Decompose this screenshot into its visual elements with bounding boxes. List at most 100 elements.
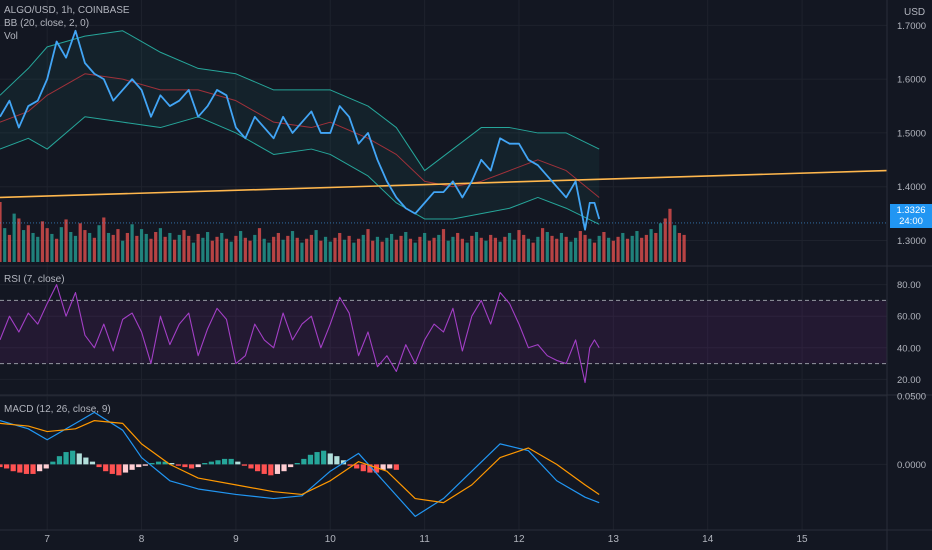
macd-histogram-bar [367, 464, 373, 473]
macd-histogram-bar [23, 464, 30, 474]
volume-bar [36, 236, 40, 262]
volume-bar [168, 232, 172, 262]
volume-bar [668, 208, 672, 262]
volume-bar [607, 237, 611, 262]
volume-bar [555, 238, 559, 262]
volume-bar [220, 232, 224, 262]
volume-bar [437, 234, 441, 262]
volume-bar [446, 240, 450, 262]
macd-histogram-bar [360, 464, 366, 472]
volume-bar [88, 232, 92, 262]
volume-bar [630, 235, 634, 262]
volume-bar [644, 234, 648, 262]
volume-bar [408, 238, 413, 262]
volume-bar [432, 237, 436, 262]
volume-bar [574, 237, 578, 262]
price-pane-lines [0, 29, 888, 231]
volume-bar [305, 238, 309, 262]
volume-bar [649, 229, 653, 262]
volume-bar [163, 236, 167, 262]
macd-indicator-label[interactable]: MACD (12, 26, close, 9) [4, 404, 111, 415]
volume-bar [352, 242, 356, 262]
bb-basis-line [0, 73, 600, 198]
symbol-label[interactable]: ALGO/USD, 1h, COINBASE [4, 5, 130, 16]
x-tick-label: 14 [702, 534, 714, 545]
volume-bar [673, 225, 677, 262]
volume-bar [361, 234, 365, 262]
macd-histogram-bar [142, 464, 148, 466]
volume-bar [526, 238, 531, 262]
macd-histogram-bar [63, 452, 69, 465]
axis-labels: 7 8 9 10 11 12 13 14 15 1.7000 1.6000 1.5000 1.4000 1… [44, 21, 926, 545]
volume-bar [394, 239, 398, 262]
volume-bar [399, 235, 403, 262]
volume-bar [517, 230, 521, 262]
macd-histogram-bar [235, 461, 241, 465]
macd-histogram-bar [248, 464, 254, 469]
volume-bar [243, 237, 247, 262]
volume-bar [97, 225, 101, 262]
volume-bar [215, 236, 219, 262]
volume-bar [300, 242, 304, 262]
volume-bar [92, 237, 96, 262]
volume-bar [323, 236, 328, 262]
signal-line [0, 420, 600, 504]
volume-bar [493, 237, 497, 262]
macd-histogram-bar [56, 456, 63, 465]
macd-histogram-bar [255, 464, 261, 472]
volume-bar [12, 213, 16, 262]
volume-bar [588, 238, 592, 262]
volume-bar [262, 238, 266, 262]
volume-bar [390, 233, 394, 262]
bb-indicator-label[interactable]: BB (20, close, 2, 0) [4, 18, 90, 29]
volume-bar [663, 218, 667, 262]
macd-histogram-bar [294, 463, 300, 465]
volume-bar [201, 237, 205, 262]
x-tick-label: 15 [797, 534, 809, 545]
macd-histogram-bar [129, 464, 135, 470]
x-tick-label: 7 [44, 534, 50, 545]
volume-bar [484, 240, 488, 262]
volume-bar [182, 230, 186, 262]
macd-histogram-bar [30, 464, 36, 474]
x-tick-label: 12 [513, 534, 525, 545]
volume-bar [592, 242, 597, 262]
volume-bar [658, 223, 663, 262]
volume-bar [69, 232, 73, 262]
volume-bar [451, 236, 455, 262]
volume-bar [536, 236, 540, 262]
volume-bar [375, 236, 380, 262]
price-y-tick-label: 1.5000 [897, 128, 926, 139]
volume-bar [177, 234, 181, 262]
volume-bar [0, 202, 2, 262]
macd-histogram-bar [43, 464, 49, 469]
volume-bar [602, 232, 606, 262]
volume-bar [640, 237, 644, 262]
volume-bar [479, 237, 483, 262]
currency-label: USD [904, 7, 926, 18]
volume-bar [26, 225, 30, 262]
macd-histogram-bar [195, 464, 201, 468]
volume-bar [78, 223, 82, 262]
macd-legend: MACD (12, 26, close, 9) [4, 403, 111, 416]
macd-histogram-bar [116, 464, 122, 476]
trendline [0, 169, 888, 199]
rsi-indicator-label[interactable]: RSI (7, close) [4, 274, 65, 285]
volume-bar [111, 234, 115, 262]
volume-bar [64, 219, 68, 262]
volume-indicator-label[interactable]: Vol [4, 31, 18, 42]
price-y-tick-label: 1.4000 [897, 182, 926, 193]
macd-histogram-bar [393, 464, 399, 470]
volume-bar [465, 242, 469, 262]
volume-bar [17, 218, 21, 262]
volume-bar [257, 228, 262, 262]
volume-bar [116, 229, 120, 262]
volume-bar [569, 241, 573, 262]
volume-bar [295, 237, 299, 262]
macd-histogram-bar [136, 464, 142, 468]
macd-histogram-bar [89, 461, 96, 465]
volume-bar [635, 231, 639, 262]
volume-bar [40, 221, 45, 262]
